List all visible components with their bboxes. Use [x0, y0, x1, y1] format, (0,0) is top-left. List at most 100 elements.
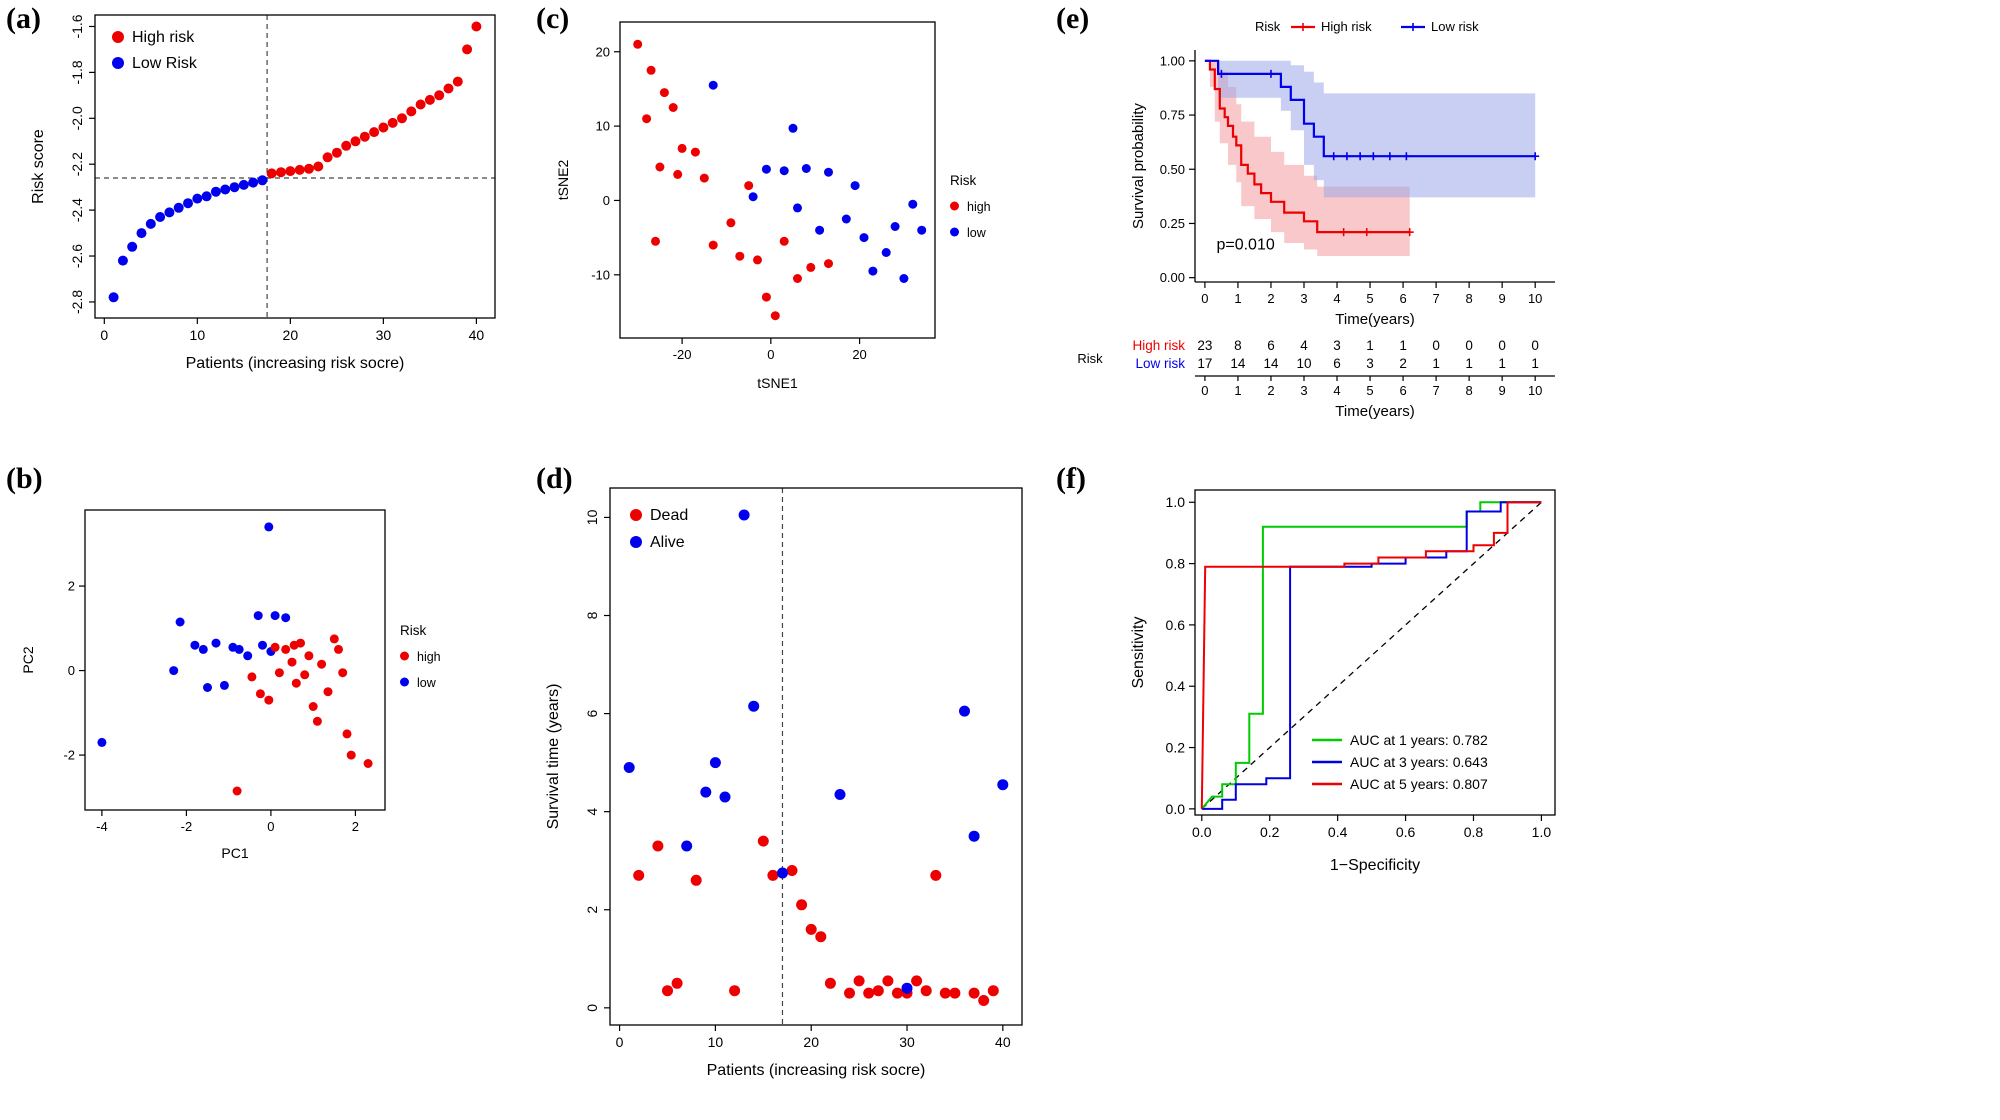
- svg-text:1.0: 1.0: [1532, 824, 1552, 840]
- svg-text:0: 0: [1201, 291, 1208, 306]
- svg-text:3: 3: [1300, 383, 1307, 398]
- svg-text:Risk: Risk: [950, 173, 976, 188]
- svg-text:2: 2: [68, 579, 75, 594]
- svg-text:Time(years): Time(years): [1335, 403, 1414, 420]
- svg-text:20: 20: [803, 1034, 819, 1050]
- svg-text:5: 5: [1366, 291, 1373, 306]
- svg-text:9: 9: [1499, 291, 1506, 306]
- svg-text:10: 10: [708, 1034, 724, 1050]
- svg-text:-10: -10: [591, 267, 610, 282]
- svg-text:6: 6: [1399, 383, 1406, 398]
- svg-text:0: 0: [584, 1004, 600, 1012]
- svg-text:8: 8: [1466, 383, 1473, 398]
- svg-text:0: 0: [1465, 338, 1473, 353]
- svg-text:0: 0: [1498, 338, 1506, 353]
- svg-text:14: 14: [1230, 356, 1246, 371]
- svg-text:30: 30: [376, 327, 392, 343]
- km-survival-chart: 0 1 2 3 4 5 6 7 8 9 100.000.250.500.751.00Time(yea…: [1077, 19, 1555, 420]
- panel-b: -4 -2 0 2 -2 0 2 PC1 PC2 Risk high low (b): [0, 460, 520, 880]
- svg-text:7: 7: [1432, 291, 1439, 306]
- svg-text:-2: -2: [63, 748, 75, 763]
- svg-text:high: high: [417, 650, 441, 664]
- svg-text:Risk: Risk: [400, 623, 426, 638]
- svg-text:7: 7: [1432, 383, 1439, 398]
- panel-a: 0 10 20 30 40 -1.6 -1.8 -2.0 -2.2 -2.4 -2.6 -2.8 Pat…: [0, 0, 520, 430]
- svg-text:Dead: Dead: [650, 507, 688, 524]
- svg-text:Low risk: Low risk: [1431, 19, 1479, 34]
- svg-text:0.8: 0.8: [1166, 555, 1186, 571]
- svg-text:-2.8: -2.8: [69, 290, 85, 314]
- svg-text:0.50: 0.50: [1160, 162, 1185, 177]
- svg-text:10: 10: [1296, 356, 1311, 371]
- svg-text:0.00: 0.00: [1160, 270, 1185, 285]
- panel-f: 0.0 0.2 0.4 0.6 0.8 1.0 0.0 0.2 0.4 0.6 0.8 1.0 1−Sp…: [1050, 460, 2000, 920]
- svg-text:1.00: 1.00: [1160, 53, 1185, 68]
- panel-label-a: (a): [6, 2, 41, 35]
- svg-text:-2.4: -2.4: [69, 198, 85, 222]
- panel-label-b: (b): [6, 462, 43, 495]
- svg-text:2: 2: [1267, 383, 1274, 398]
- svg-text:6: 6: [584, 709, 600, 717]
- svg-text:1: 1: [1432, 356, 1440, 371]
- svg-text:0.6: 0.6: [1166, 617, 1186, 633]
- panel-label-e: (e): [1056, 2, 1090, 35]
- svg-text:Patients (increasing risk socr: Patients (increasing risk socre): [707, 1062, 926, 1079]
- svg-text:23: 23: [1197, 338, 1212, 353]
- panel-c: -20 0 20 -10 0 10 20 tSNE1 tSNE2 Risk high low (c): [530, 0, 1030, 430]
- svg-text:6: 6: [1333, 356, 1341, 371]
- svg-text:-2.2: -2.2: [69, 152, 85, 176]
- svg-text:0: 0: [1201, 383, 1208, 398]
- svg-text:PC2: PC2: [20, 646, 36, 673]
- svg-text:0: 0: [267, 819, 274, 834]
- svg-text:0: 0: [1531, 338, 1539, 353]
- svg-text:0.75: 0.75: [1160, 108, 1185, 123]
- svg-text:4: 4: [1333, 291, 1340, 306]
- svg-text:AUC at 5 years: 0.807: AUC at 5 years: 0.807: [1350, 776, 1488, 792]
- svg-text:-1.6: -1.6: [69, 14, 85, 38]
- svg-text:Survival time (years): Survival time (years): [545, 684, 562, 830]
- svg-text:Sensitivity: Sensitivity: [1130, 616, 1147, 688]
- svg-text:0: 0: [68, 663, 75, 678]
- svg-text:tSNE2: tSNE2: [555, 160, 571, 201]
- panel-e: 0 1 2 3 4 5 6 7 8 9 10 0.00 0.25 0.50 0.75 1.00 Time(yea…: [1050, 0, 2000, 430]
- svg-text:0: 0: [1432, 338, 1440, 353]
- svg-text:20: 20: [852, 347, 866, 362]
- svg-text:17: 17: [1197, 356, 1212, 371]
- svg-text:0: 0: [767, 347, 774, 362]
- svg-text:5: 5: [1366, 383, 1373, 398]
- svg-text:p=0.010: p=0.010: [1216, 236, 1274, 253]
- svg-text:10: 10: [584, 509, 600, 525]
- svg-text:1: 1: [1234, 291, 1241, 306]
- svg-text:30: 30: [899, 1034, 915, 1050]
- svg-text:Alive: Alive: [650, 534, 685, 551]
- svg-text:low: low: [417, 676, 437, 690]
- svg-text:High risk: High risk: [1321, 19, 1372, 34]
- svg-text:20: 20: [596, 44, 610, 59]
- svg-text:Time(years): Time(years): [1335, 311, 1414, 328]
- svg-text:8: 8: [1466, 291, 1473, 306]
- svg-text:0.0: 0.0: [1192, 824, 1212, 840]
- svg-text:0: 0: [616, 1034, 624, 1050]
- svg-text:2: 2: [1399, 356, 1407, 371]
- svg-text:1−Specificity: 1−Specificity: [1330, 857, 1420, 874]
- svg-text:0: 0: [100, 327, 108, 343]
- svg-text:9: 9: [1499, 383, 1506, 398]
- tsne-chart: -20 0 20 -10 0 10 20 tSNE1 tSNE2 Risk high low: [555, 21, 991, 391]
- svg-text:1.0: 1.0: [1166, 494, 1186, 510]
- svg-text:0.0: 0.0: [1166, 801, 1186, 817]
- svg-text:1: 1: [1498, 356, 1506, 371]
- svg-text:-1.8: -1.8: [69, 60, 85, 84]
- panel-label-c: (c): [536, 2, 570, 35]
- pca-chart: -4 -2 0 2 -2 0 2 PC1 PC2 Risk high low: [20, 509, 441, 861]
- svg-text:High risk: High risk: [1132, 338, 1185, 353]
- svg-text:0.6: 0.6: [1396, 824, 1416, 840]
- svg-text:4: 4: [1333, 383, 1340, 398]
- svg-text:6: 6: [1267, 338, 1275, 353]
- svg-text:Risk: Risk: [1255, 19, 1281, 34]
- risk-score-chart: 0 10 20 30 40 -1.6 -1.8 -2.0 -2.2 -2.4 -2.6 -2.8 Pat…: [30, 14, 496, 372]
- svg-text:14: 14: [1263, 356, 1279, 371]
- svg-text:-2.0: -2.0: [69, 106, 85, 130]
- svg-text:2: 2: [352, 819, 359, 834]
- svg-text:40: 40: [469, 327, 485, 343]
- roc-chart: 0.0 0.2 0.4 0.6 0.8 1.0 0.0 0.2 0.4 0.6 0.8 1.0 1−Sp…: [1130, 489, 1556, 874]
